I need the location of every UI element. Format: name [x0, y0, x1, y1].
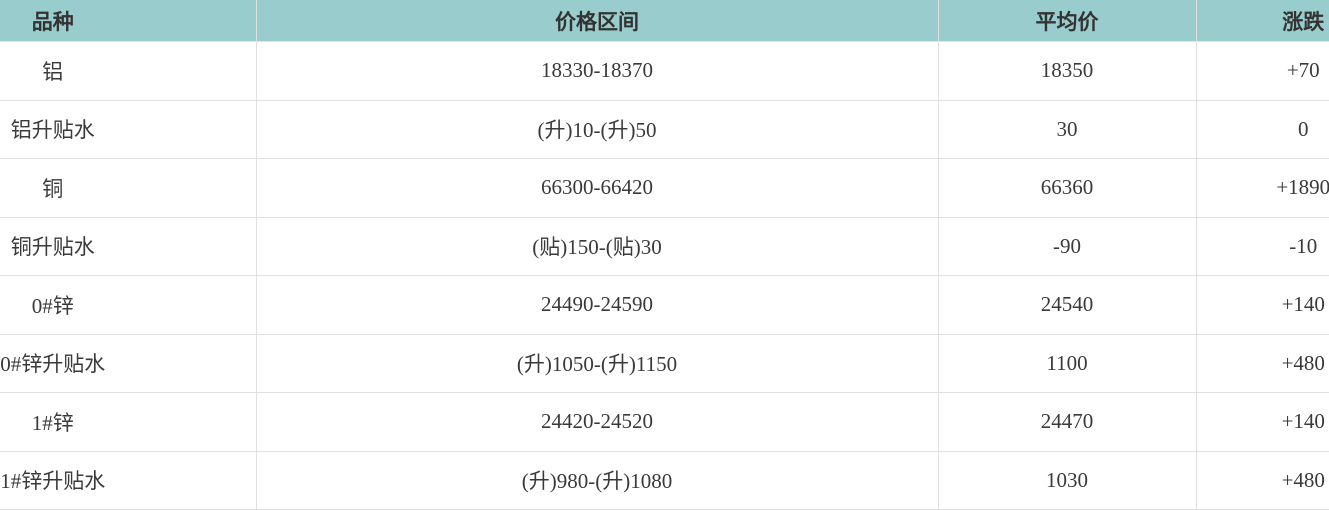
cell-range: 18330-18370 — [256, 41, 939, 101]
cell-range: 24420-24520 — [256, 392, 939, 452]
cell-variety: 1#锌升贴水 — [0, 451, 257, 510]
table-row: 铜升贴水 (贴)150-(贴)30 -90 -10 — [0, 217, 1329, 276]
cell-change: -10 — [1196, 217, 1329, 276]
table-row: 0#锌升贴水 (升)1050-(升)1150 1100 +480 — [0, 334, 1329, 393]
table-row: 1#锌 24420-24520 24470 +140 — [0, 392, 1329, 452]
cell-avg: 24470 — [938, 392, 1197, 452]
table-row: 0#锌 24490-24590 24540 +140 — [0, 275, 1329, 335]
cell-range: (升)10-(升)50 — [256, 100, 939, 159]
cell-avg: 18350 — [938, 41, 1197, 101]
cell-avg: 1100 — [938, 334, 1197, 393]
table-row: 铝升贴水 (升)10-(升)50 30 0 — [0, 100, 1329, 159]
cell-change: +140 — [1196, 275, 1329, 335]
cell-variety: 铝升贴水 — [0, 100, 257, 159]
cell-change: +1890 — [1196, 158, 1329, 218]
cell-change: +480 — [1196, 334, 1329, 393]
table-row: 1#锌升贴水 (升)980-(升)1080 1030 +480 — [0, 451, 1329, 510]
column-header-price-range: 价格区间 — [256, 0, 939, 42]
cell-avg: 1030 — [938, 451, 1197, 510]
cell-avg: -90 — [938, 217, 1197, 276]
header-row: 品种 价格区间 平均价 涨跌 — [0, 0, 1329, 42]
cell-change: +70 — [1196, 41, 1329, 101]
cell-range: 66300-66420 — [256, 158, 939, 218]
cell-variety: 铝 — [0, 41, 257, 101]
cell-variety: 0#锌 — [0, 275, 257, 335]
table-header: 品种 价格区间 平均价 涨跌 — [0, 0, 1329, 42]
cell-range: (升)1050-(升)1150 — [256, 334, 939, 393]
cell-range: (贴)150-(贴)30 — [256, 217, 939, 276]
column-header-average: 平均价 — [938, 0, 1197, 42]
cell-avg: 30 — [938, 100, 1197, 159]
cell-variety: 铜升贴水 — [0, 217, 257, 276]
cell-avg: 66360 — [938, 158, 1197, 218]
cell-change: +480 — [1196, 451, 1329, 510]
cell-variety: 1#锌 — [0, 392, 257, 452]
cell-change: +140 — [1196, 392, 1329, 452]
table-row: 铝 18330-18370 18350 +70 — [0, 41, 1329, 101]
cell-variety: 铜 — [0, 158, 257, 218]
cell-range: (升)980-(升)1080 — [256, 451, 939, 510]
column-header-variety: 品种 — [0, 0, 257, 42]
column-header-change: 涨跌 — [1196, 0, 1329, 42]
table-row: 铜 66300-66420 66360 +1890 — [0, 158, 1329, 218]
cell-avg: 24540 — [938, 275, 1197, 335]
table-body: 铝 18330-18370 18350 +70 铝升贴水 (升)10-(升)50 30 0 铜 6… — [0, 41, 1329, 510]
cell-change: 0 — [1196, 100, 1329, 159]
cell-range: 24490-24590 — [256, 275, 939, 335]
cell-variety: 0#锌升贴水 — [0, 334, 257, 393]
